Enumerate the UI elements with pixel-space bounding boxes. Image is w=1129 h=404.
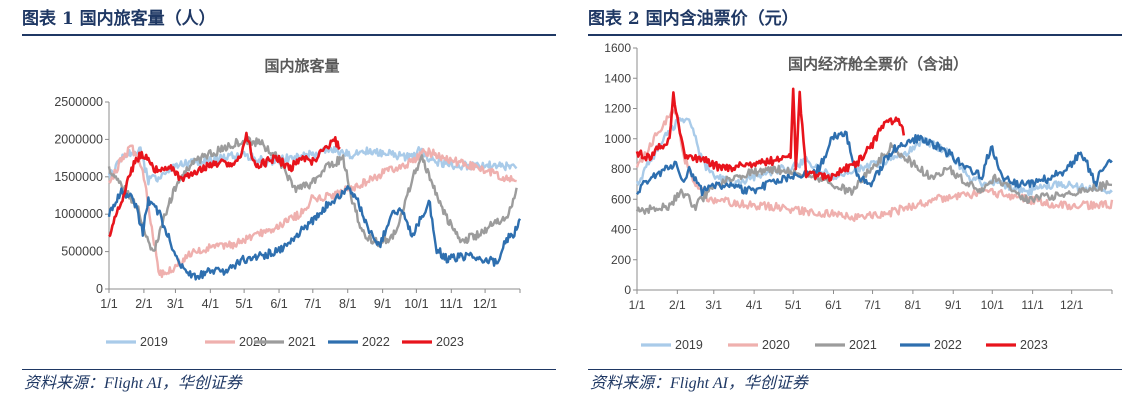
y-tick-label: 500000 xyxy=(61,245,103,259)
x-tick-label: 12/1 xyxy=(1060,298,1084,312)
y-tick-label: 1200 xyxy=(604,102,631,116)
source-rule xyxy=(22,369,556,370)
legend-label-2023: 2023 xyxy=(436,335,464,349)
figure-panel-ticket-price: 图表 2 国内含油票价（元） 国内经济舱全票价（含油） 0 200 400 600 800… xyxy=(588,0,1128,404)
series-line-2022 xyxy=(635,130,1113,197)
legend-label-2021: 2021 xyxy=(849,338,877,352)
y-tick-label: 800 xyxy=(611,162,631,176)
series-line-2023 xyxy=(108,131,341,238)
x-tick-label: 3/1 xyxy=(167,297,184,311)
figure-panel-passenger-volume: 图表 1 国内旅客量（人） 国内旅客量 0 500000 1000000 1500000… xyxy=(22,0,562,404)
x-tick-label: 5/1 xyxy=(785,298,802,312)
series-line-2019 xyxy=(107,145,518,186)
x-tick-label: 6/1 xyxy=(270,297,287,311)
x-tick-label: 11/1 xyxy=(1021,298,1044,312)
x-tick-label: 1/1 xyxy=(100,297,117,311)
figure-title: 图表 1 国内旅客量（人） xyxy=(22,9,216,29)
y-tick-label: 1000000 xyxy=(54,207,103,221)
title-rule xyxy=(588,34,1122,36)
series-line-2023 xyxy=(635,87,906,182)
series-line-2022 xyxy=(107,184,522,281)
series-line-2019 xyxy=(635,116,1113,197)
figure-title: 图表 2 国内含油票价（元） xyxy=(588,9,799,29)
source-rule xyxy=(588,369,1122,370)
series-line-2021 xyxy=(107,136,518,252)
ticket-price-chart: 国内经济舱全票价（含油） 0 200 400 600 800 1000 1200 1400 160… xyxy=(604,41,1114,352)
legend-label-2023: 2023 xyxy=(1020,338,1048,352)
y-tick-label: 2500000 xyxy=(54,95,103,109)
x-tick-label: 2/1 xyxy=(669,298,686,312)
y-tick-label: 2000000 xyxy=(54,132,103,146)
source-note: 资料来源：Flight AI，华创证券 xyxy=(590,375,808,392)
x-tick-label: 10/1 xyxy=(404,297,428,311)
legend-label-2020: 2020 xyxy=(762,338,790,352)
x-tick-label: 10/1 xyxy=(981,298,1005,312)
y-tick-label: 200 xyxy=(611,253,631,267)
y-tick-label: 400 xyxy=(611,223,631,237)
x-tick-label: 2/1 xyxy=(135,297,152,311)
chart-title: 国内经济舱全票价（含油） xyxy=(788,55,968,73)
legend-label-2021: 2021 xyxy=(288,335,316,349)
legend-label-2022: 2022 xyxy=(934,338,962,352)
source-note: 资料来源：Flight AI，华创证券 xyxy=(24,375,242,392)
x-tick-label: 7/1 xyxy=(864,298,881,312)
x-tick-label: 8/1 xyxy=(905,298,922,312)
legend-label-2020: 2020 xyxy=(239,335,267,349)
y-tick-label: 0 xyxy=(624,283,631,297)
y-tick-label: 600 xyxy=(611,192,631,206)
series-line-2020 xyxy=(107,144,517,279)
x-tick-label: 4/1 xyxy=(202,297,219,311)
x-tick-label: 11/1 xyxy=(440,297,463,311)
x-tick-label: 6/1 xyxy=(825,298,842,312)
y-tick-label: 0 xyxy=(96,282,103,296)
x-tick-label: 7/1 xyxy=(304,297,321,311)
legend-label-2022: 2022 xyxy=(362,335,390,349)
chart-title: 国内旅客量 xyxy=(264,57,339,75)
x-tick-label: 5/1 xyxy=(235,297,252,311)
x-tick-label: 3/1 xyxy=(705,298,722,312)
y-tick-label: 1500000 xyxy=(54,170,103,184)
y-tick-label: 1000 xyxy=(604,132,631,146)
x-tick-label: 9/1 xyxy=(945,298,962,312)
title-rule xyxy=(22,34,556,36)
passenger-volume-chart: 国内旅客量 0 500000 1000000 1500000 2000000 2500000… xyxy=(54,57,522,349)
x-tick-label: 8/1 xyxy=(339,297,356,311)
legend-label-2019: 2019 xyxy=(675,338,703,352)
x-tick-label: 9/1 xyxy=(374,297,391,311)
x-tick-label: 1/1 xyxy=(629,298,646,312)
legend-label-2019: 2019 xyxy=(140,335,168,349)
y-tick-label: 1600 xyxy=(604,41,631,55)
x-tick-label: 4/1 xyxy=(746,298,763,312)
x-tick-label: 12/1 xyxy=(473,297,497,311)
y-tick-label: 1400 xyxy=(604,71,631,85)
